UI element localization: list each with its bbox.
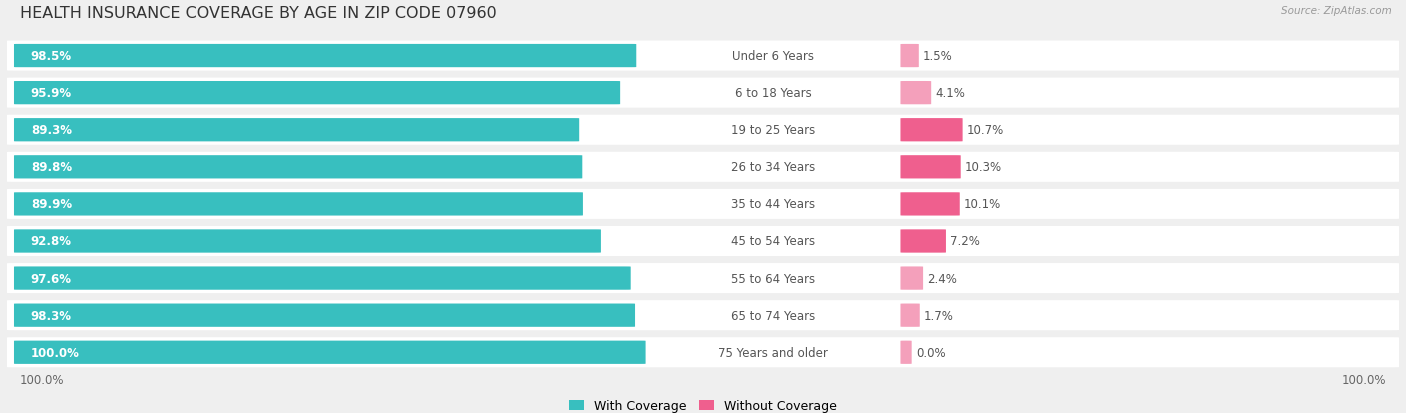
FancyBboxPatch shape: [7, 263, 1399, 293]
Text: 6 to 18 Years: 6 to 18 Years: [735, 87, 811, 100]
FancyBboxPatch shape: [7, 41, 1399, 71]
Text: 35 to 44 Years: 35 to 44 Years: [731, 198, 815, 211]
Text: 95.9%: 95.9%: [31, 87, 72, 100]
FancyBboxPatch shape: [900, 156, 960, 179]
FancyBboxPatch shape: [900, 193, 960, 216]
Text: 75 Years and older: 75 Years and older: [718, 346, 828, 359]
Text: 4.1%: 4.1%: [935, 87, 966, 100]
FancyBboxPatch shape: [7, 190, 1399, 219]
Text: 45 to 54 Years: 45 to 54 Years: [731, 235, 815, 248]
Text: 10.7%: 10.7%: [967, 124, 1004, 137]
FancyBboxPatch shape: [7, 115, 1399, 145]
Text: 2.4%: 2.4%: [928, 272, 957, 285]
Text: 26 to 34 Years: 26 to 34 Years: [731, 161, 815, 174]
Text: 0.0%: 0.0%: [915, 346, 945, 359]
Text: 7.2%: 7.2%: [950, 235, 980, 248]
FancyBboxPatch shape: [14, 82, 620, 105]
Text: 10.3%: 10.3%: [965, 161, 1002, 174]
Text: 55 to 64 Years: 55 to 64 Years: [731, 272, 815, 285]
FancyBboxPatch shape: [900, 230, 946, 253]
Text: 89.3%: 89.3%: [31, 124, 72, 137]
Text: 89.9%: 89.9%: [31, 198, 72, 211]
FancyBboxPatch shape: [14, 193, 583, 216]
Text: 97.6%: 97.6%: [31, 272, 72, 285]
FancyBboxPatch shape: [14, 230, 600, 253]
FancyBboxPatch shape: [14, 45, 637, 68]
FancyBboxPatch shape: [7, 300, 1399, 330]
Text: 100.0%: 100.0%: [20, 373, 65, 386]
Text: HEALTH INSURANCE COVERAGE BY AGE IN ZIP CODE 07960: HEALTH INSURANCE COVERAGE BY AGE IN ZIP …: [20, 7, 496, 21]
Text: 98.3%: 98.3%: [31, 309, 72, 322]
FancyBboxPatch shape: [900, 304, 920, 327]
Text: 100.0%: 100.0%: [1341, 373, 1386, 386]
FancyBboxPatch shape: [7, 152, 1399, 183]
FancyBboxPatch shape: [900, 267, 924, 290]
FancyBboxPatch shape: [900, 82, 931, 105]
Text: 65 to 74 Years: 65 to 74 Years: [731, 309, 815, 322]
Text: 1.5%: 1.5%: [922, 50, 953, 63]
FancyBboxPatch shape: [900, 341, 911, 364]
FancyBboxPatch shape: [7, 78, 1399, 108]
Text: Under 6 Years: Under 6 Years: [733, 50, 814, 63]
Text: 1.7%: 1.7%: [924, 309, 953, 322]
Text: 98.5%: 98.5%: [31, 50, 72, 63]
FancyBboxPatch shape: [7, 337, 1399, 368]
Text: Source: ZipAtlas.com: Source: ZipAtlas.com: [1281, 7, 1392, 17]
Text: 89.8%: 89.8%: [31, 161, 72, 174]
Text: 19 to 25 Years: 19 to 25 Years: [731, 124, 815, 137]
Legend: With Coverage, Without Coverage: With Coverage, Without Coverage: [564, 394, 842, 413]
Text: 10.1%: 10.1%: [965, 198, 1001, 211]
Text: 100.0%: 100.0%: [31, 346, 80, 359]
FancyBboxPatch shape: [14, 267, 631, 290]
Text: 92.8%: 92.8%: [31, 235, 72, 248]
FancyBboxPatch shape: [14, 304, 636, 327]
FancyBboxPatch shape: [14, 156, 582, 179]
FancyBboxPatch shape: [900, 119, 963, 142]
FancyBboxPatch shape: [7, 226, 1399, 256]
FancyBboxPatch shape: [14, 119, 579, 142]
FancyBboxPatch shape: [900, 45, 918, 68]
FancyBboxPatch shape: [14, 341, 645, 364]
